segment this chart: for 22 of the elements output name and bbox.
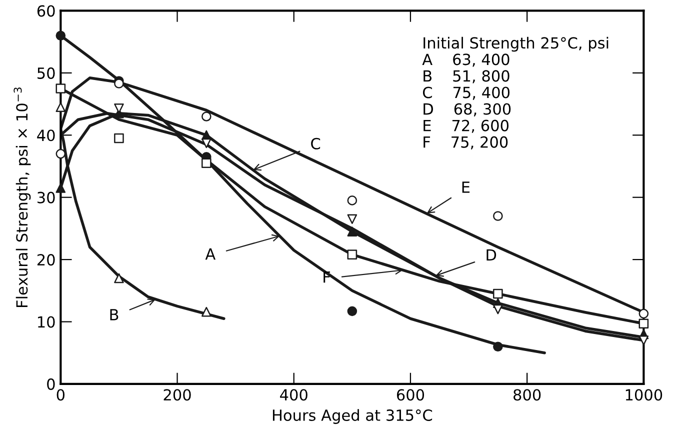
y-tick-label: 30 — [38, 192, 55, 204]
x-tick-label: 400 — [280, 389, 308, 401]
y-tick-label: 20 — [37, 254, 55, 266]
annotation: B — [110, 309, 118, 320]
annotation: F — [324, 272, 330, 283]
x-axis-title: Hours Aged at 315°C — [272, 409, 432, 424]
y-tick-label: 60 — [37, 5, 55, 17]
y-tick-label: 0 — [47, 378, 55, 390]
annotation: Initial Strength 25°C, psi A 63, 400 B 51, 800 C 75, 400 D 68, 300 E 72, 600 F 75, 200 — [422, 36, 608, 150]
annotation: D — [486, 249, 496, 260]
y-tick-label: 50 — [38, 67, 55, 79]
x-tick-label: 1000 — [626, 389, 662, 401]
x-tick-label: 600 — [396, 389, 424, 401]
x-tick-label: 800 — [514, 389, 541, 401]
x-tick-label: 0 — [56, 389, 65, 401]
annotation: C — [311, 138, 320, 150]
y-tick-label: 40 — [37, 130, 55, 142]
annotation: E — [462, 182, 470, 193]
x-tick-label: 200 — [164, 389, 191, 401]
y-axis-title: Flexural Strength, psi × 10$^{−3}$ — [14, 88, 31, 307]
y-tick-label: 10 — [38, 316, 55, 328]
annotation: A — [205, 248, 216, 260]
